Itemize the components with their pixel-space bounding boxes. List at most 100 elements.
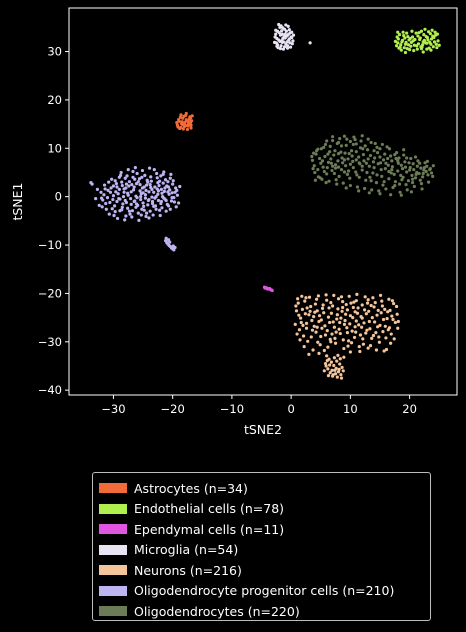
point-series-6-79 <box>352 135 356 139</box>
point-series-1-49 <box>421 40 425 44</box>
point-series-1-24 <box>412 43 416 47</box>
point-series-0-18 <box>182 114 186 118</box>
point-series-6-194 <box>325 139 329 143</box>
point-series-0-29 <box>179 113 183 117</box>
point-series-4-182 <box>324 364 328 368</box>
y-tick-label: 20 <box>47 93 62 107</box>
point-series-1-4 <box>402 33 406 38</box>
point-series-4-116 <box>352 335 357 340</box>
point-series-6-191 <box>405 156 409 160</box>
point-series-5-168 <box>159 174 163 178</box>
point-series-6-83 <box>366 137 370 141</box>
legend-label-microglia: Microglia (n=54) <box>134 542 239 558</box>
point-series-5-46 <box>102 193 106 197</box>
point-series-5-180 <box>170 196 174 200</box>
point-series-6-40 <box>381 158 386 162</box>
point-series-6-183 <box>357 175 361 179</box>
point-series-3-36 <box>287 28 291 32</box>
point-series-6-178 <box>328 150 332 154</box>
point-series-6-174 <box>378 155 382 159</box>
point-series-6-214 <box>426 180 431 184</box>
point-series-4-160 <box>339 373 343 377</box>
point-series-4-32 <box>358 333 363 337</box>
point-series-4-84 <box>344 312 348 316</box>
legend-item-ependymal-cells: Ependymal cells (n=11) <box>99 519 430 540</box>
point-series-5-59 <box>148 209 152 213</box>
point-series-3-42 <box>286 33 290 37</box>
point-series-4-208 <box>365 301 370 305</box>
point-series-5-171 <box>145 211 149 215</box>
point-series-4-86 <box>351 305 355 310</box>
point-series-4-170 <box>332 356 336 360</box>
x-tick-label: 0 <box>287 402 294 416</box>
point-series-6-115 <box>372 166 376 170</box>
point-series-6-65 <box>426 173 430 177</box>
point-series-4-180 <box>325 359 329 363</box>
legend-label-oligodendrocytes: Oligodendrocytes (n=220) <box>134 603 300 619</box>
point-series-4-183 <box>331 373 335 377</box>
point-series-6-39 <box>380 174 384 178</box>
point-series-5-67 <box>110 207 114 211</box>
point-series-5-17 <box>124 214 128 218</box>
point-series-5-66 <box>107 180 111 184</box>
point-series-5-191 <box>163 186 167 190</box>
point-series-4-105 <box>309 335 313 339</box>
point-series-5-172 <box>164 209 168 213</box>
legend-swatch-microglia <box>99 544 127 555</box>
point-series-3-15 <box>291 39 295 43</box>
point-series-1-66 <box>413 37 417 42</box>
point-series-4-113 <box>341 305 345 310</box>
point-series-4-31 <box>356 306 360 310</box>
point-series-4-159 <box>336 370 341 374</box>
point-series-6-141 <box>347 169 351 173</box>
point-series-6-16 <box>339 150 343 154</box>
point-series-4-184 <box>294 304 298 308</box>
point-series-4-173 <box>339 376 344 380</box>
point-series-4-90 <box>367 309 371 313</box>
point-series-4-201 <box>304 326 309 330</box>
point-series-1-39 <box>432 40 437 44</box>
plot-frame <box>68 7 458 396</box>
point-series-4-193 <box>366 346 370 350</box>
point-series-0-10 <box>176 118 181 122</box>
point-series-5-37 <box>159 187 164 192</box>
point-series-4-156 <box>329 360 334 364</box>
point-series-3-53 <box>308 41 312 45</box>
point-series-1-10 <box>397 33 402 37</box>
point-series-5-71 <box>124 182 129 186</box>
point-series-5-167 <box>149 175 153 179</box>
point-series-5-36 <box>158 208 162 212</box>
point-series-5-179 <box>160 191 164 195</box>
point-series-1-25 <box>397 46 401 50</box>
point-series-5-162 <box>165 202 169 206</box>
point-series-6-148 <box>371 160 376 164</box>
point-series-1-46 <box>431 45 435 49</box>
point-series-6-13 <box>333 163 338 167</box>
point-series-5-75 <box>139 197 143 202</box>
point-series-6-38 <box>378 147 382 151</box>
point-series-6-18 <box>342 170 347 174</box>
point-series-6-86 <box>377 189 381 193</box>
point-series-1-65 <box>433 30 437 34</box>
point-series-5-121 <box>178 184 182 189</box>
point-series-3-35 <box>285 40 289 44</box>
point-series-6-9 <box>326 160 331 164</box>
point-series-5-108 <box>137 218 141 222</box>
legend-item-opc: Oligodendrocyte progenitor cells (n=210) <box>99 581 430 602</box>
point-series-5-174 <box>111 184 116 188</box>
point-series-5-42 <box>168 176 172 180</box>
point-series-4-43 <box>380 299 384 303</box>
point-series-6-150 <box>378 161 383 165</box>
point-series-6-187 <box>381 183 385 187</box>
point-series-4-36 <box>366 298 370 302</box>
point-series-6-117 <box>379 167 383 172</box>
point-series-4-10 <box>315 297 319 301</box>
point-series-6-145 <box>361 147 365 151</box>
point-series-4-172 <box>337 367 341 371</box>
legend-item-neurons: Neurons (n=216) <box>99 560 430 581</box>
point-series-3-13 <box>288 45 293 49</box>
point-series-5-169 <box>166 185 171 189</box>
point-series-6-77 <box>345 137 349 141</box>
point-series-6-213 <box>420 187 424 191</box>
